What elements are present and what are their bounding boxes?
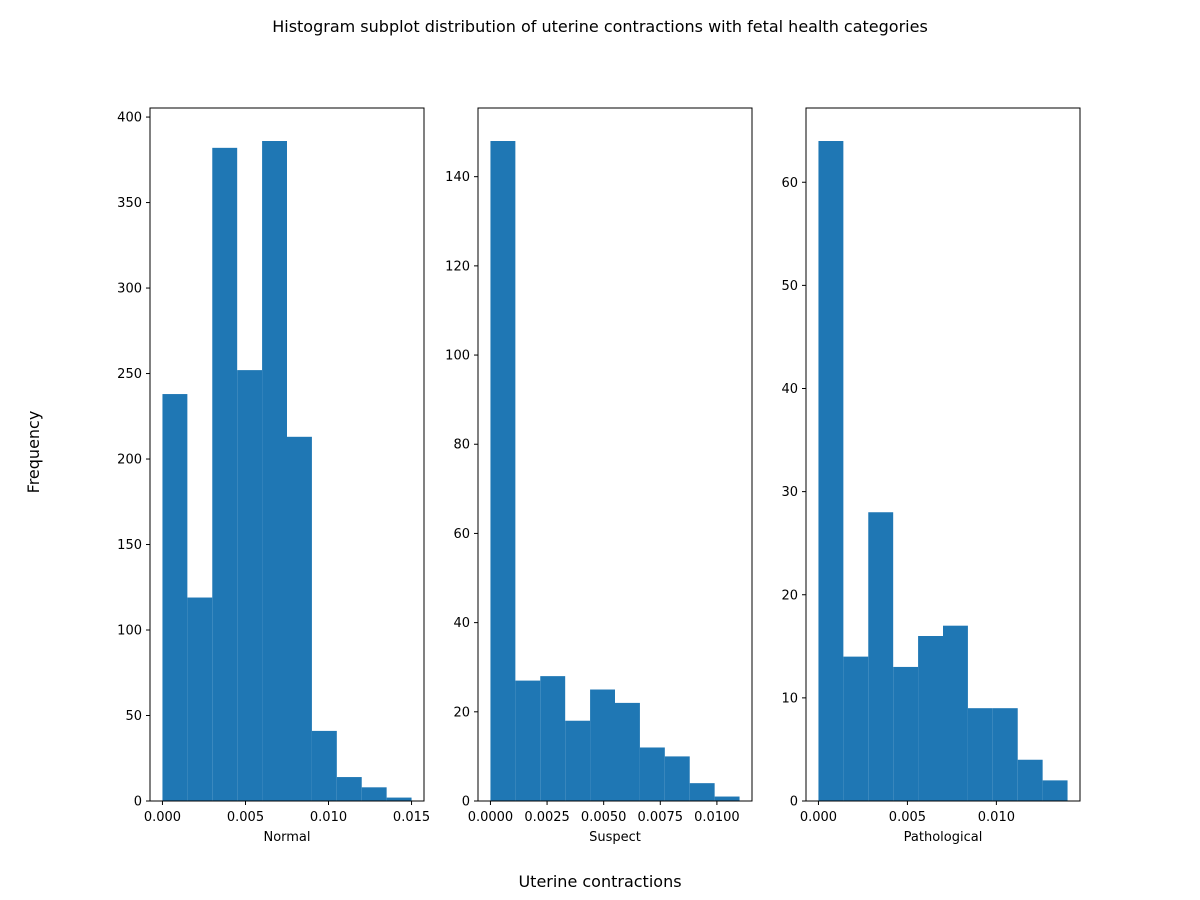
y-tick-label: 350 xyxy=(117,196,142,211)
subplot-x-label: Normal xyxy=(263,830,310,845)
subplot-normal: 0.000 0.005 0.010 0.015 0 50 100 150 200 250 300 35… xyxy=(117,107,430,845)
y-tick-label: 20 xyxy=(781,588,798,603)
y-tick-label: 140 xyxy=(445,170,470,185)
x-tick-label: 0.0000 xyxy=(468,810,514,825)
x-tick-label: 0.005 xyxy=(889,810,926,825)
histogram-bar-suspect-5 xyxy=(590,689,615,801)
histogram-bar-pathological-5 xyxy=(918,636,943,801)
histogram-bar-pathological-4 xyxy=(893,666,919,801)
histogram-bar-normal-7 xyxy=(311,730,337,801)
histogram-bar-normal-1 xyxy=(162,394,188,801)
axes-frame-normal xyxy=(149,107,425,802)
histogram-bar-pathological-10 xyxy=(1042,780,1068,801)
histogram-bar-suspect-9 xyxy=(689,783,715,801)
histogram-bar-suspect-7 xyxy=(639,747,665,801)
histogram-bar-suspect-2 xyxy=(515,680,541,801)
y-tick-label: 120 xyxy=(445,259,470,274)
x-tick-label: 0.000 xyxy=(800,810,837,825)
x-tick-label: 0.010 xyxy=(978,810,1015,825)
y-tick-label: 10 xyxy=(781,691,798,706)
subplot-suspect: 0.0000 0.0025 0.0050 0.0075 0.0100 0 20 40 60 80 1… xyxy=(445,107,753,845)
y-tick-label: 400 xyxy=(117,111,142,126)
x-tick-label: 0.000 xyxy=(144,810,181,825)
y-tick-label: 100 xyxy=(117,624,142,639)
y-tick-label: 150 xyxy=(117,538,142,553)
subplot-x-label: Suspect xyxy=(589,830,641,845)
subplot-pathological: 0.000 0.005 0.010 0 10 20 30 40 50 60 Pathological xyxy=(781,107,1081,845)
histogram-bar-suspect-10 xyxy=(714,796,740,801)
figure-y-label: Frequency xyxy=(24,411,43,494)
histogram-bar-normal-10 xyxy=(386,797,412,801)
histogram-bar-suspect-8 xyxy=(664,756,690,801)
x-tick-label: 0.005 xyxy=(227,810,264,825)
histogram-bar-pathological-9 xyxy=(1017,759,1043,801)
x-tick-label: 0.0075 xyxy=(638,810,684,825)
y-tick-label: 0 xyxy=(134,795,142,810)
y-tick-label: 20 xyxy=(453,705,470,720)
y-tick-label: 50 xyxy=(125,709,142,724)
x-tick-label: 0.0100 xyxy=(694,810,740,825)
y-tick-label: 250 xyxy=(117,367,142,382)
y-tick-label: 0 xyxy=(462,795,470,810)
y-tick-label: 40 xyxy=(781,382,798,397)
y-tick-label: 40 xyxy=(453,616,470,631)
y-tick-label: 0 xyxy=(790,795,798,810)
x-tick-label: 0.0050 xyxy=(581,810,627,825)
histogram-bar-suspect-1 xyxy=(490,141,516,801)
histogram-bar-normal-5 xyxy=(262,141,287,801)
y-tick-label: 50 xyxy=(781,279,798,294)
histogram-bar-suspect-3 xyxy=(540,676,566,801)
y-tick-label: 100 xyxy=(445,349,470,364)
axes-frame-suspect xyxy=(477,107,753,802)
histogram-bar-pathological-3 xyxy=(868,512,894,801)
x-tick-label: 0.0025 xyxy=(524,810,570,825)
histogram-bar-normal-9 xyxy=(361,787,387,801)
histogram-bar-normal-8 xyxy=(336,777,362,801)
histogram-bar-pathological-7 xyxy=(967,708,993,801)
y-tick-label: 60 xyxy=(453,527,470,542)
histogram-bar-pathological-2 xyxy=(843,656,869,801)
histogram-bar-suspect-4 xyxy=(565,720,591,801)
histogram-bar-suspect-6 xyxy=(615,702,640,801)
histogram-bar-pathological-8 xyxy=(992,708,1018,801)
histogram-bar-normal-6 xyxy=(287,436,312,801)
y-tick-label: 60 xyxy=(781,176,798,191)
x-tick-label: 0.015 xyxy=(393,810,430,825)
histogram-bar-normal-2 xyxy=(187,597,213,801)
histogram-bar-normal-3 xyxy=(212,147,238,802)
histogram-bar-pathological-6 xyxy=(943,625,968,801)
subplot-x-label: Pathological xyxy=(904,830,983,845)
figure-title: Histogram subplot distribution of uterin… xyxy=(272,17,928,36)
x-tick-label: 0.010 xyxy=(310,810,347,825)
y-tick-label: 30 xyxy=(781,485,798,500)
histogram-bar-normal-4 xyxy=(237,370,263,801)
figure-x-label: Uterine contractions xyxy=(518,872,681,891)
y-tick-label: 300 xyxy=(117,282,142,297)
y-tick-label: 80 xyxy=(453,438,470,453)
histogram-bar-pathological-1 xyxy=(818,141,844,801)
axes-frame-pathological xyxy=(805,107,1081,802)
y-tick-label: 200 xyxy=(117,453,142,468)
